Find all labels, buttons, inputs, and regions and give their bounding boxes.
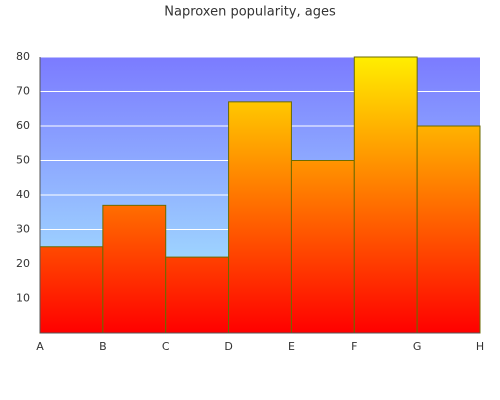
y-tick-label: 50 [16, 154, 30, 167]
x-tick-label: C [162, 340, 170, 353]
step-segment [165, 256, 230, 334]
x-tick-label: D [224, 340, 232, 353]
y-tick-label: 80 [16, 50, 30, 63]
y-tick-label: 30 [16, 223, 30, 236]
chart-title: Naproxen popularity, ages [164, 5, 336, 20]
step-segment [39, 246, 104, 334]
y-tick-label: 70 [16, 85, 30, 98]
x-tick-label: G [413, 340, 422, 353]
step-segment [290, 160, 355, 334]
x-tick-label: B [99, 340, 107, 353]
y-tick-label: 10 [16, 292, 30, 305]
y-tick-label: 60 [16, 119, 30, 132]
step-segment [228, 101, 292, 334]
step-segment [353, 56, 418, 334]
x-tick-label: E [288, 340, 295, 353]
y-tick-label: 20 [16, 257, 30, 270]
x-tick-label: F [351, 340, 357, 353]
step-segment [102, 204, 167, 334]
y-tick-label: 40 [16, 188, 30, 201]
x-tick-label: H [476, 340, 484, 353]
x-tick-label: A [36, 340, 44, 353]
step-segment [416, 125, 481, 334]
